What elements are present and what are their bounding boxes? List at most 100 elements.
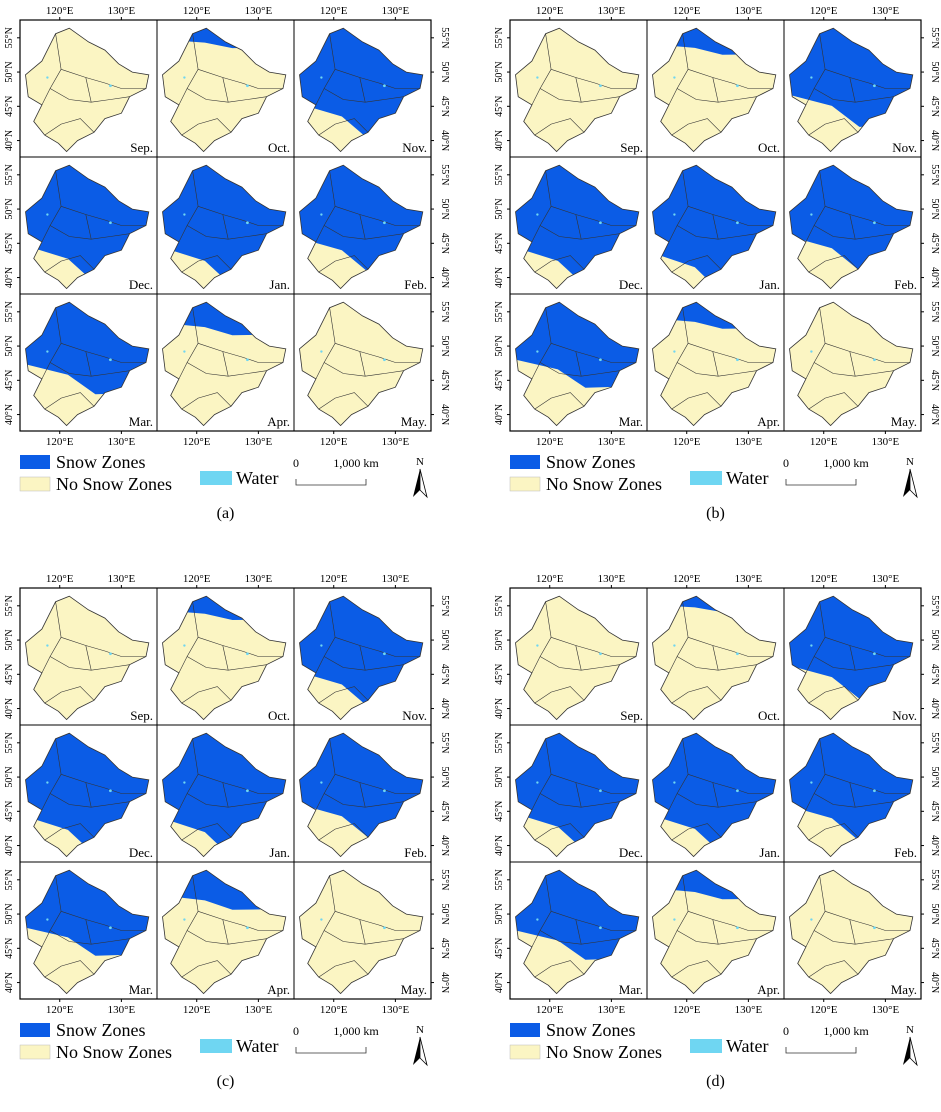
lon-label-top: 120°E (810, 5, 838, 17)
region-outline (25, 164, 150, 290)
region-outline (162, 869, 287, 995)
province-boundary (222, 77, 229, 103)
lon-label-top: 120°E (673, 573, 701, 585)
lon-label-top: 120°E (536, 5, 564, 17)
water-body (109, 84, 112, 88)
province-boundary (805, 738, 826, 811)
scale-value-label: 1,000 km (333, 1024, 379, 1038)
province-boundary (534, 392, 585, 410)
water-body (246, 358, 249, 362)
province-boundary (676, 930, 757, 945)
water-body (810, 781, 813, 784)
month-label: Dec. (129, 277, 153, 292)
province-boundary (849, 351, 856, 377)
province-boundary (359, 782, 366, 808)
legend-snow-label: Snow Zones (546, 452, 636, 472)
province-boundary (671, 960, 722, 978)
map-cell-8: Apr. (156, 293, 295, 432)
north-arrow-right (419, 468, 428, 499)
month-label: Dec. (619, 277, 643, 292)
no-snow-area (789, 870, 913, 994)
map-cell-2: Oct. (156, 587, 295, 726)
month-label: Feb. (894, 845, 917, 860)
scale-zero-label: 0 (783, 1024, 789, 1038)
lat-label-right: 50°N (439, 766, 450, 787)
province-boundary (688, 343, 773, 363)
scale-zero-label: 0 (783, 456, 789, 470)
month-label: Mar. (129, 414, 153, 429)
water-body (736, 221, 739, 225)
month-label: Nov. (402, 140, 427, 155)
map-cell-4: Dec. (19, 156, 158, 295)
lon-label-bottom: 130°E (382, 436, 410, 448)
snow-zone (162, 596, 286, 620)
province-boundary (849, 214, 856, 240)
lon-label-bottom: 120°E (46, 436, 74, 448)
water-body (246, 789, 249, 793)
month-label: Apr. (267, 414, 290, 429)
map-cell-1: Sep. (19, 587, 158, 726)
legend-snow-swatch (510, 1023, 540, 1037)
province-boundary (849, 919, 856, 945)
no-snow-area (515, 596, 639, 720)
province-boundary (531, 170, 552, 243)
lat-label-right: 55°N (439, 164, 450, 185)
region-outline (789, 301, 914, 427)
snow-zone (652, 596, 776, 613)
water-body (183, 350, 186, 353)
month-label: Jan. (269, 277, 290, 292)
lon-label-bottom: 130°E (598, 1004, 626, 1016)
province-boundary (575, 77, 582, 103)
province-boundary (676, 88, 757, 103)
lat-label-right: 50°N (439, 629, 450, 650)
lat-label-left: 40°N (4, 972, 15, 993)
water-body (673, 781, 676, 784)
legend-water-label: Water (236, 468, 279, 488)
lat-label-left: 50°N (494, 766, 505, 787)
lat-label-left: 55°N (4, 595, 15, 616)
province-boundary (44, 118, 95, 136)
province-boundary (85, 919, 92, 945)
snow-zone (162, 733, 286, 857)
region-outline (299, 164, 424, 290)
province-boundary (825, 343, 910, 363)
province-boundary (335, 774, 420, 794)
legend-no-snow-label: No Snow Zones (56, 1042, 172, 1062)
lat-label-left: 45°N (494, 233, 505, 254)
lat-label-left: 55°N (4, 869, 15, 890)
snow-zone (652, 302, 776, 329)
water-body (246, 84, 249, 88)
province-boundary (534, 686, 585, 704)
lon-label-top: 130°E (108, 573, 136, 585)
water-body (536, 781, 539, 784)
water-body (599, 652, 602, 656)
snow-zone (25, 302, 149, 395)
water-body (46, 350, 49, 353)
no-snow-area (299, 302, 423, 426)
map-cell-6: Feb. (783, 724, 922, 863)
region-outline (299, 27, 424, 153)
province-boundary (551, 774, 636, 794)
province-boundary (41, 601, 62, 674)
lon-label-top: 130°E (108, 5, 136, 17)
no-snow-area (162, 596, 286, 720)
region-outline (162, 301, 287, 427)
lat-label-right: 40°N (439, 267, 450, 288)
legend-snow-swatch (510, 455, 540, 469)
water-body (736, 358, 739, 362)
lat-label-right: 45°N (929, 938, 940, 959)
snow-zone (162, 302, 286, 336)
province-boundary (178, 738, 199, 811)
lat-label-right: 40°N (439, 404, 450, 425)
month-label: Feb. (404, 277, 427, 292)
month-label: Apr. (757, 414, 780, 429)
lat-label-left: 40°N (4, 404, 15, 425)
province-boundary (676, 793, 757, 808)
scale-value-label: 1,000 km (823, 1024, 869, 1038)
lat-label-left: 45°N (4, 938, 15, 959)
lat-label-right: 50°N (929, 629, 940, 650)
lat-label-right: 55°N (439, 301, 450, 322)
legend-snow-label: Snow Zones (56, 1020, 146, 1040)
water-body (873, 652, 876, 656)
lat-label-left: 40°N (4, 267, 15, 288)
